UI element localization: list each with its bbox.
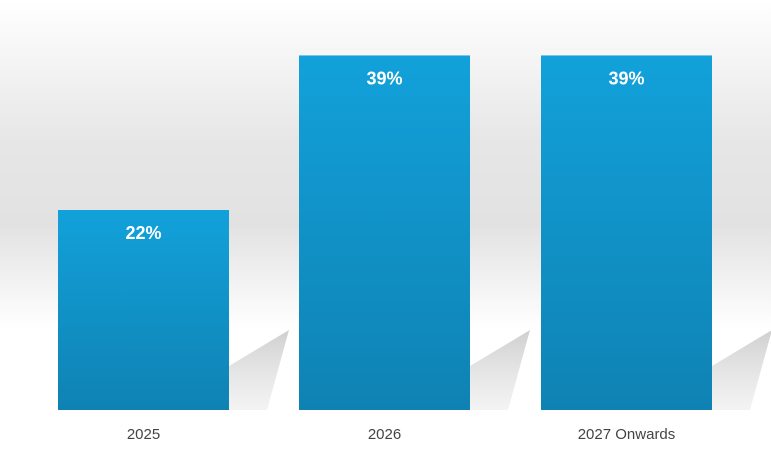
bar-value-label: 39% [608, 68, 644, 88]
bars [58, 55, 712, 411]
bar-shadow [712, 330, 771, 410]
bar-value-label: 22% [125, 223, 161, 243]
bar-shadows [229, 330, 771, 410]
x-tick-label: 2025 [127, 426, 160, 443]
bar-2 [541, 55, 712, 411]
bar-value-label: 39% [366, 68, 402, 88]
bar-shadow [470, 330, 530, 410]
x-axis-tick-labels: 2025 2026 2027 Onwards [127, 426, 675, 443]
x-tick-label: 2027 Onwards [578, 426, 676, 443]
bar-shadow [229, 330, 289, 410]
bar-0 [58, 210, 229, 410]
bar-1 [299, 55, 470, 411]
x-tick-label: 2026 [368, 426, 401, 443]
value-labels: 22% 39% 39% [125, 68, 644, 243]
